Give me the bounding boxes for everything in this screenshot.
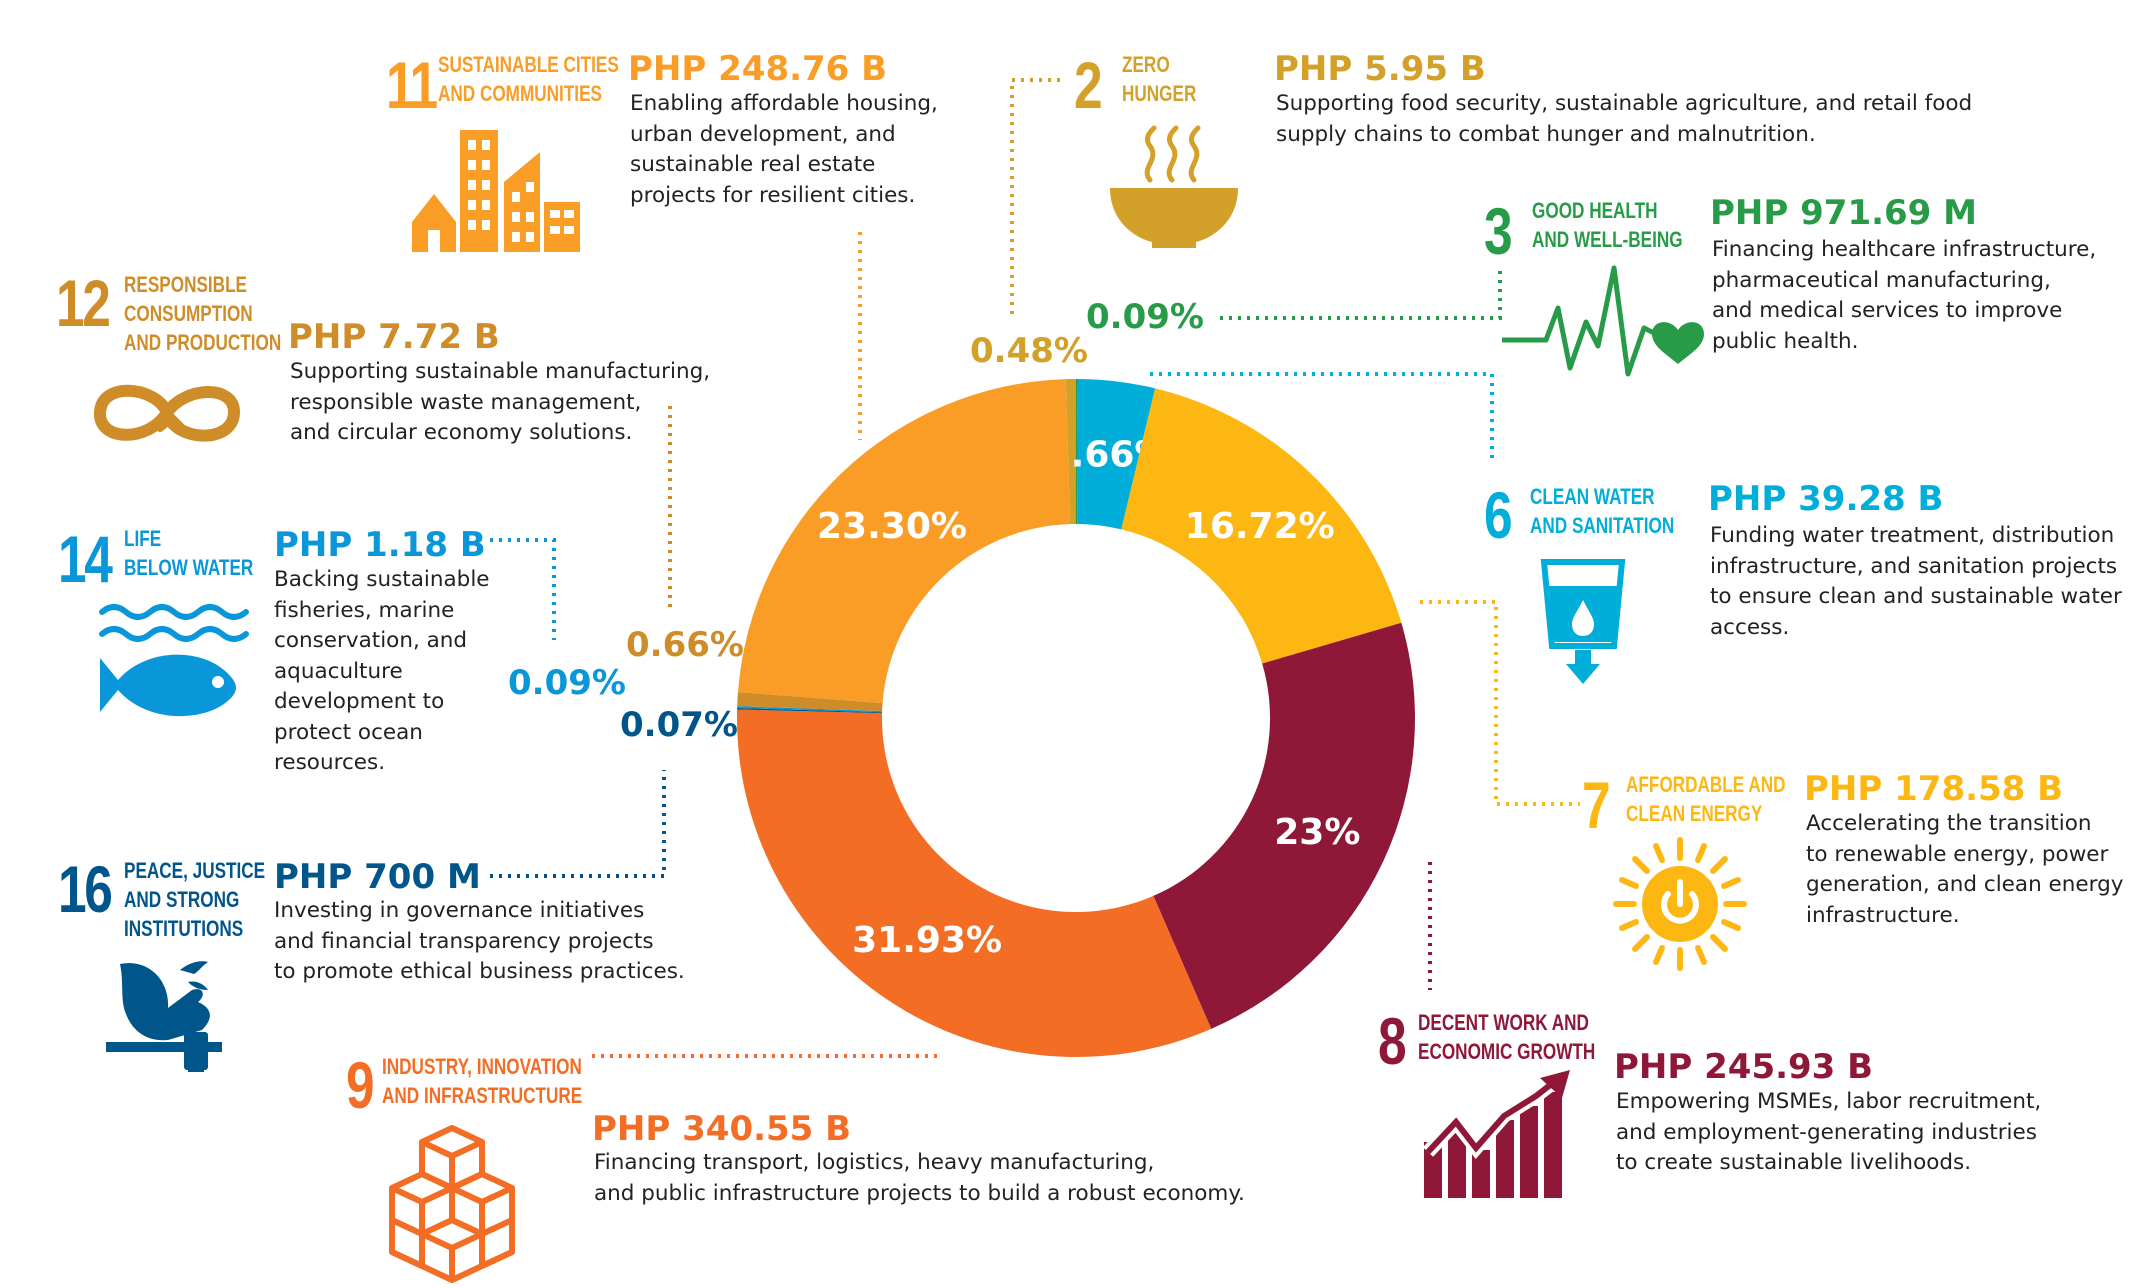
donut-slice-sdg-7 (1121, 388, 1402, 664)
donut-slice-sdg-3 (1076, 379, 1078, 525)
leader-sdg3 (1220, 268, 1502, 320)
growth-chart-icon (1422, 1070, 1570, 1198)
donut-slice-sdg-8 (1153, 622, 1415, 1029)
dove-gavel-icon (106, 961, 222, 1072)
city-buildings-icon (412, 130, 580, 252)
leader-sdg2 (1010, 78, 1060, 318)
sun-power-icon (1613, 837, 1747, 971)
heartbeat-icon (1502, 265, 1704, 377)
sdg2-amount: PHP 5.95 B (1274, 49, 1486, 89)
pct-label-sdg16: 0.07% (620, 705, 738, 745)
sdg2-description: Supporting food security, sustainable ag… (1276, 91, 1973, 147)
sdg7-amount: PHP 178.58 B (1804, 769, 2064, 809)
slice-label-sdg-11: 23.30% (817, 506, 967, 547)
steaming-bowl-icon (1110, 125, 1238, 248)
sdg16-amount: PHP 700 M (274, 857, 481, 897)
pct-label-sdg14: 0.09% (508, 663, 626, 703)
donut-slice-sdg-6 (1077, 379, 1156, 530)
fish-waves-icon (99, 604, 249, 717)
sdg9-amount: PHP 340.55 B (592, 1109, 852, 1149)
sdg2-number: 2 (1074, 48, 1103, 122)
infinity-loop-icon (94, 384, 241, 442)
sdg7-number: 7 (1582, 768, 1611, 842)
donut-slice-sdg-12 (737, 692, 883, 712)
sdg3-description: Financing healthcare infrastructure, pha… (1712, 237, 2097, 354)
sdg11-number: 11 (386, 48, 438, 122)
sdg9-description: Financing transport, logistics, heavy ma… (594, 1150, 1245, 1206)
donut-slices: 3.66%16.72%23%31.93%23.30% (737, 379, 1415, 1057)
leader-sdg16 (490, 770, 666, 878)
sdg6-number: 6 (1484, 478, 1513, 552)
sdg11-amount: PHP 248.76 B (628, 49, 888, 89)
leader-sdg14 (490, 538, 556, 640)
sdg8-number: 8 (1378, 1004, 1407, 1078)
donut-slice-sdg-2 (1065, 379, 1076, 525)
leader-sdg6 (1150, 372, 1494, 464)
slice-label-sdg-8: 23% (1274, 812, 1360, 853)
pct-label-sdg3: 0.09% (1086, 297, 1204, 337)
leader-sdg7 (1420, 600, 1580, 806)
donut-slice-sdg-14 (737, 706, 883, 713)
sdg3-number: 3 (1484, 194, 1513, 268)
sdg16-name: PEACE, JUSTICE AND STRONG INSTITUTIONS (124, 858, 266, 941)
sdg14-amount: PHP 1.18 B (274, 525, 486, 565)
sdg14-name: LIFE BELOW WATER (124, 526, 254, 580)
leader-lines (490, 78, 1580, 1058)
donut-slice-sdg-9 (737, 709, 1212, 1057)
sdg12-description: Supporting sustainable manufacturing, re… (290, 359, 711, 445)
water-glass-icon (1540, 559, 1626, 684)
slice-label-sdg-7: 16.72% (1185, 506, 1335, 547)
pct-label-sdg12: 0.66% (626, 625, 744, 665)
donut-slice-sdg-16 (737, 707, 883, 714)
sdg16-number: 16 (58, 852, 113, 926)
sdg14-number: 14 (58, 522, 113, 596)
sdg8-description: Empowering MSMEs, labor recruitment, and… (1616, 1089, 2042, 1175)
sdg14-description: Backing sustainable fisheries, marine co… (274, 567, 490, 775)
sdg11-name: SUSTAINABLE CITIES AND COMMUNITIES (438, 52, 619, 106)
donut-slice-sdg-11 (737, 379, 1071, 704)
sdg3-name: GOOD HEALTH AND WELL-BEING (1532, 198, 1683, 252)
sdg2-name: ZERO HUNGER (1122, 52, 1197, 106)
sdg9-number: 9 (346, 1048, 375, 1122)
sdg7-description: Accelerating the transition to renewable… (1806, 811, 2124, 928)
sdg8-amount: PHP 245.93 B (1614, 1047, 1874, 1087)
sdg16-description: Investing in governance initiatives and … (274, 898, 685, 984)
sdg6-amount: PHP 39.28 B (1708, 479, 1944, 519)
sdg12-amount: PHP 7.72 B (288, 317, 500, 357)
sdg7-name: AFFORDABLE AND CLEAN ENERGY (1626, 772, 1786, 826)
sdg8-name: DECENT WORK AND ECONOMIC GROWTH (1418, 1010, 1596, 1064)
sdg6-description: Funding water treatment, distribution in… (1710, 523, 2122, 640)
pct-label-sdg2: 0.48% (970, 331, 1088, 371)
stacked-cubes-icon (389, 1125, 515, 1283)
sdg12-number: 12 (56, 266, 111, 340)
sdg12-name: RESPONSIBLE CONSUMPTION AND PRODUCTION (124, 272, 282, 355)
slice-label-sdg-9: 31.93% (852, 920, 1002, 961)
sdg9-name: INDUSTRY, INNOVATION AND INFRASTRUCTURE (382, 1054, 583, 1108)
sdg11-description: Enabling affordable housing, urban devel… (630, 91, 938, 208)
sdg3-amount: PHP 971.69 M (1710, 193, 1978, 233)
sdg6-name: CLEAN WATER AND SANITATION (1530, 484, 1675, 538)
